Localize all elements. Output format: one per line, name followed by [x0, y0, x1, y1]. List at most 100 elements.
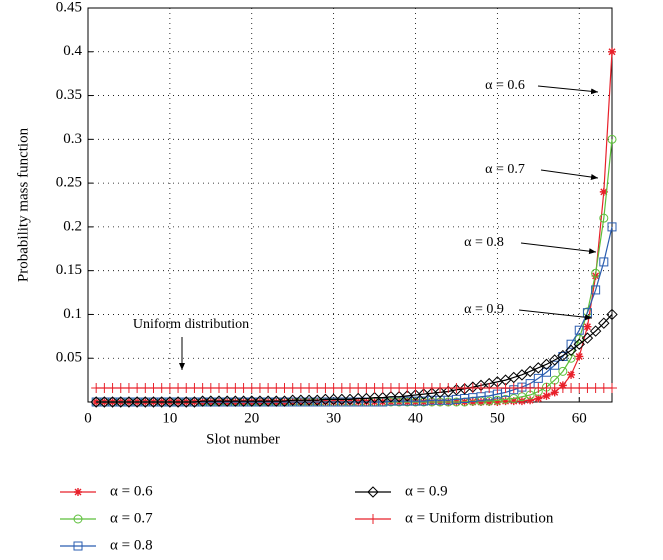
marker — [262, 395, 274, 407]
x-tick-label: 40 — [408, 410, 423, 426]
marker — [567, 370, 576, 379]
marker — [575, 352, 584, 361]
marker — [565, 344, 577, 357]
marker — [73, 514, 83, 524]
marker — [573, 338, 585, 350]
marker — [286, 394, 299, 406]
marker — [155, 396, 168, 408]
marker — [147, 396, 160, 408]
marker — [526, 396, 535, 405]
x-tick-label: 30 — [326, 410, 341, 426]
annotation: α = 0.7 — [485, 162, 525, 177]
marker — [542, 367, 551, 377]
marker — [591, 268, 601, 278]
marker — [131, 396, 143, 408]
marker — [557, 349, 569, 362]
y-tick-label: 0.35 — [56, 87, 82, 103]
marker — [123, 396, 135, 408]
marker — [599, 257, 609, 267]
marker — [558, 366, 568, 376]
annotation: α = 0.9 — [464, 302, 504, 317]
marker — [229, 395, 242, 407]
x-tick-label: 0 — [84, 410, 92, 426]
marker — [516, 369, 528, 381]
marker — [599, 213, 609, 223]
marker — [607, 222, 617, 232]
marker — [254, 395, 266, 407]
marker — [367, 486, 379, 498]
x-tick-label: 60 — [572, 410, 587, 426]
marker — [509, 393, 519, 403]
annotation-arrow — [520, 242, 597, 255]
marker — [106, 396, 119, 408]
marker — [606, 308, 618, 321]
y-tick-label: 0.45 — [56, 0, 82, 15]
marker — [532, 362, 545, 374]
marker — [295, 394, 307, 406]
marker — [583, 322, 592, 331]
marker — [90, 396, 102, 408]
marker — [385, 391, 397, 403]
y-tick-label: 0.1 — [63, 306, 82, 322]
marker — [205, 395, 217, 407]
marker — [303, 394, 315, 406]
marker — [139, 396, 152, 408]
y-tick-label: 0.15 — [56, 262, 82, 278]
y-tick-label: 0.3 — [63, 131, 82, 147]
marker — [509, 397, 518, 406]
y-tick-label: 0.05 — [56, 350, 82, 366]
marker — [115, 396, 127, 408]
marker — [237, 395, 250, 407]
legend-label: α = 0.7 — [110, 510, 153, 526]
marker — [608, 47, 616, 56]
marker — [607, 134, 617, 144]
marker — [180, 396, 192, 408]
x-tick-label: 20 — [244, 410, 259, 426]
x-tick-label: 10 — [162, 410, 177, 426]
annotation-arrow — [537, 85, 599, 95]
marker — [566, 339, 576, 349]
marker — [540, 358, 553, 371]
marker — [524, 365, 536, 378]
legend-label: α = 0.8 — [110, 537, 153, 553]
marker — [327, 393, 340, 406]
annotation: Uniform distribution — [133, 317, 249, 332]
marker — [534, 394, 543, 403]
marker — [352, 392, 364, 405]
marker — [501, 397, 510, 406]
marker — [508, 371, 520, 384]
y-tick-label: 0.2 — [63, 218, 82, 234]
marker — [493, 398, 502, 406]
y-tick-label: 0.4 — [63, 43, 82, 59]
marker — [548, 354, 561, 366]
marker — [319, 393, 332, 406]
marker — [221, 395, 233, 407]
annotation-arrow — [518, 309, 593, 321]
marker — [164, 396, 176, 408]
marker — [336, 393, 348, 406]
marker — [196, 395, 209, 407]
marker — [74, 488, 82, 496]
annotation: α = 0.6 — [485, 78, 525, 93]
legend-label: α = Uniform distribution — [405, 510, 554, 526]
marker — [73, 541, 83, 551]
marker — [368, 514, 378, 524]
marker — [368, 391, 381, 404]
marker — [607, 382, 617, 393]
marker — [213, 395, 225, 407]
marker — [477, 398, 485, 406]
marker — [246, 395, 258, 407]
annotation: α = 0.8 — [464, 235, 504, 250]
marker — [542, 391, 551, 400]
legend-label: α = 0.9 — [405, 483, 448, 499]
marker — [98, 396, 111, 408]
annotation-arrow — [540, 169, 599, 180]
marker — [533, 373, 543, 383]
marker — [591, 285, 601, 295]
marker — [485, 398, 494, 406]
marker — [589, 325, 602, 337]
y-tick-label: 0.25 — [56, 175, 82, 191]
legend-label: α = 0.6 — [110, 483, 153, 499]
marker — [574, 325, 584, 335]
